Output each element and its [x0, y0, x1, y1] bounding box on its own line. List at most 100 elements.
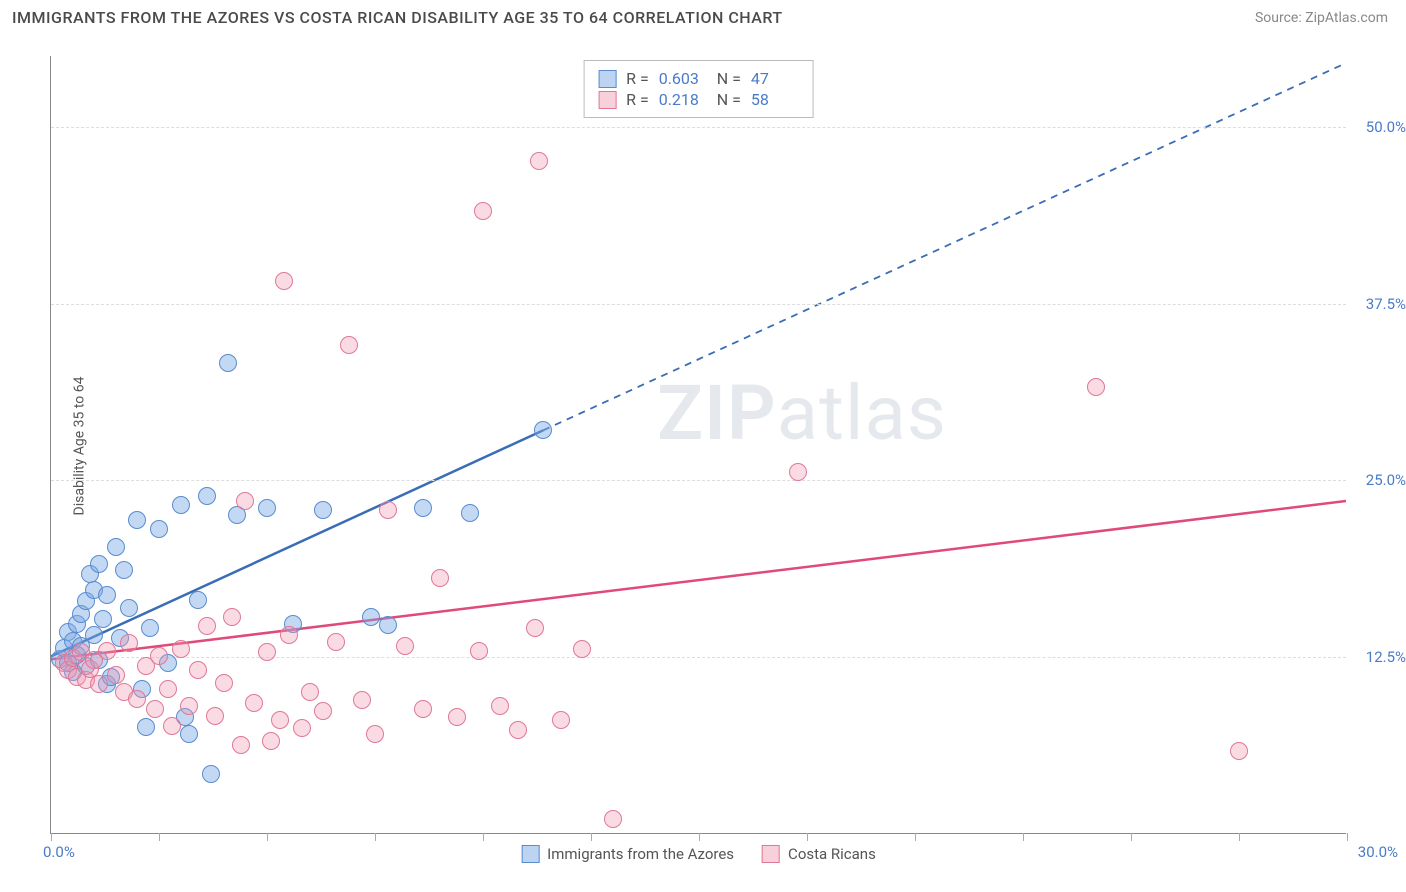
data-point-azores [120, 599, 138, 617]
data-point-costaricans [180, 697, 198, 715]
data-point-costaricans [526, 619, 544, 637]
data-point-costaricans [491, 697, 509, 715]
data-point-costaricans [379, 501, 397, 519]
data-point-costaricans [604, 810, 622, 828]
legend-label-azores: Immigrants from the Azores [547, 845, 734, 863]
x-tick [375, 833, 376, 841]
data-point-costaricans [236, 492, 254, 510]
info-row-costaricans: R = 0.218 N = 58 [598, 90, 799, 109]
data-point-costaricans [189, 661, 207, 679]
data-point-costaricans [150, 647, 168, 665]
r-label: R = [626, 90, 649, 109]
watermark-light: atlas [777, 368, 947, 458]
data-point-costaricans [90, 675, 108, 693]
x-tick [1023, 833, 1024, 841]
swatch-blue-icon [521, 845, 539, 863]
data-point-costaricans [271, 711, 289, 729]
data-point-costaricans [98, 642, 116, 660]
n-value-costaricans: 58 [751, 90, 799, 109]
r-value-azores: 0.603 [659, 69, 707, 88]
data-point-azores [137, 718, 155, 736]
data-point-costaricans [232, 736, 250, 754]
n-label: N = [717, 90, 741, 109]
data-point-azores [172, 496, 190, 514]
data-point-costaricans [396, 637, 414, 655]
data-point-costaricans [327, 633, 345, 651]
y-tick-label: 12.5% [1366, 648, 1406, 666]
data-point-costaricans [107, 666, 125, 684]
trendline-costaricans [51, 501, 1346, 659]
data-point-azores [128, 511, 146, 529]
data-point-costaricans [262, 732, 280, 750]
r-value-costaricans: 0.218 [659, 90, 707, 109]
data-point-costaricans [301, 683, 319, 701]
data-point-azores [362, 608, 380, 626]
data-point-costaricans [552, 711, 570, 729]
source-label: Source: ZipAtlas.com [1255, 10, 1388, 26]
watermark-bold: ZIP [657, 368, 777, 458]
data-point-costaricans [159, 680, 177, 698]
y-tick-label: 37.5% [1366, 295, 1406, 313]
y-tick-label: 50.0% [1366, 118, 1406, 136]
bottom-legend: Immigrants from the Azores Costa Ricans [521, 845, 876, 863]
data-point-costaricans [530, 152, 548, 170]
data-point-costaricans [414, 700, 432, 718]
data-point-azores [198, 487, 216, 505]
data-point-azores [314, 501, 332, 519]
x-tick-label: 0.0% [43, 843, 75, 861]
gridline [51, 127, 1346, 128]
data-point-azores [141, 619, 159, 637]
x-tick [267, 833, 268, 841]
x-tick [807, 833, 808, 841]
data-point-costaricans [245, 694, 263, 712]
n-value-azores: 47 [751, 69, 799, 88]
data-point-costaricans [206, 707, 224, 725]
gridline [51, 480, 1346, 481]
data-point-costaricans [280, 626, 298, 644]
x-tick [915, 833, 916, 841]
data-point-azores [461, 504, 479, 522]
chart-title: IMMIGRANTS FROM THE AZORES VS COSTA RICA… [12, 8, 783, 27]
watermark: ZIPatlas [657, 368, 947, 458]
data-point-azores [150, 520, 168, 538]
legend-item-costaricans: Costa Ricans [762, 845, 876, 863]
scatter-chart: ZIPatlas R = 0.603 N = 47 R = 0.218 N = … [50, 56, 1346, 834]
info-row-azores: R = 0.603 N = 47 [598, 69, 799, 88]
data-point-azores [534, 421, 552, 439]
data-point-azores [379, 616, 397, 634]
data-point-azores [98, 586, 116, 604]
data-point-azores [189, 591, 207, 609]
x-tick [1131, 833, 1132, 841]
title-bar: IMMIGRANTS FROM THE AZORES VS COSTA RICA… [0, 0, 1406, 31]
data-point-costaricans [448, 708, 466, 726]
data-point-costaricans [366, 725, 384, 743]
x-tick [591, 833, 592, 841]
data-point-costaricans [1087, 378, 1105, 396]
x-tick [159, 833, 160, 841]
data-point-azores [107, 538, 125, 556]
trendline-extrapolated-azores [543, 63, 1346, 430]
data-point-costaricans [509, 721, 527, 739]
data-point-costaricans [146, 700, 164, 718]
swatch-pink-icon [762, 845, 780, 863]
data-point-costaricans [789, 463, 807, 481]
data-point-costaricans [223, 608, 241, 626]
r-label: R = [626, 69, 649, 88]
n-label: N = [717, 69, 741, 88]
data-point-azores [258, 499, 276, 517]
data-point-costaricans [163, 717, 181, 735]
data-point-costaricans [431, 569, 449, 587]
data-point-costaricans [128, 690, 146, 708]
data-point-azores [85, 626, 103, 644]
data-point-costaricans [353, 691, 371, 709]
x-tick [1347, 833, 1348, 841]
x-tick-label: 30.0% [1358, 843, 1398, 861]
data-point-costaricans [215, 674, 233, 692]
data-point-costaricans [275, 272, 293, 290]
data-point-costaricans [172, 640, 190, 658]
data-point-azores [414, 499, 432, 517]
data-point-costaricans [293, 719, 311, 737]
data-point-costaricans [314, 702, 332, 720]
data-point-costaricans [470, 642, 488, 660]
swatch-pink-icon [598, 91, 616, 109]
